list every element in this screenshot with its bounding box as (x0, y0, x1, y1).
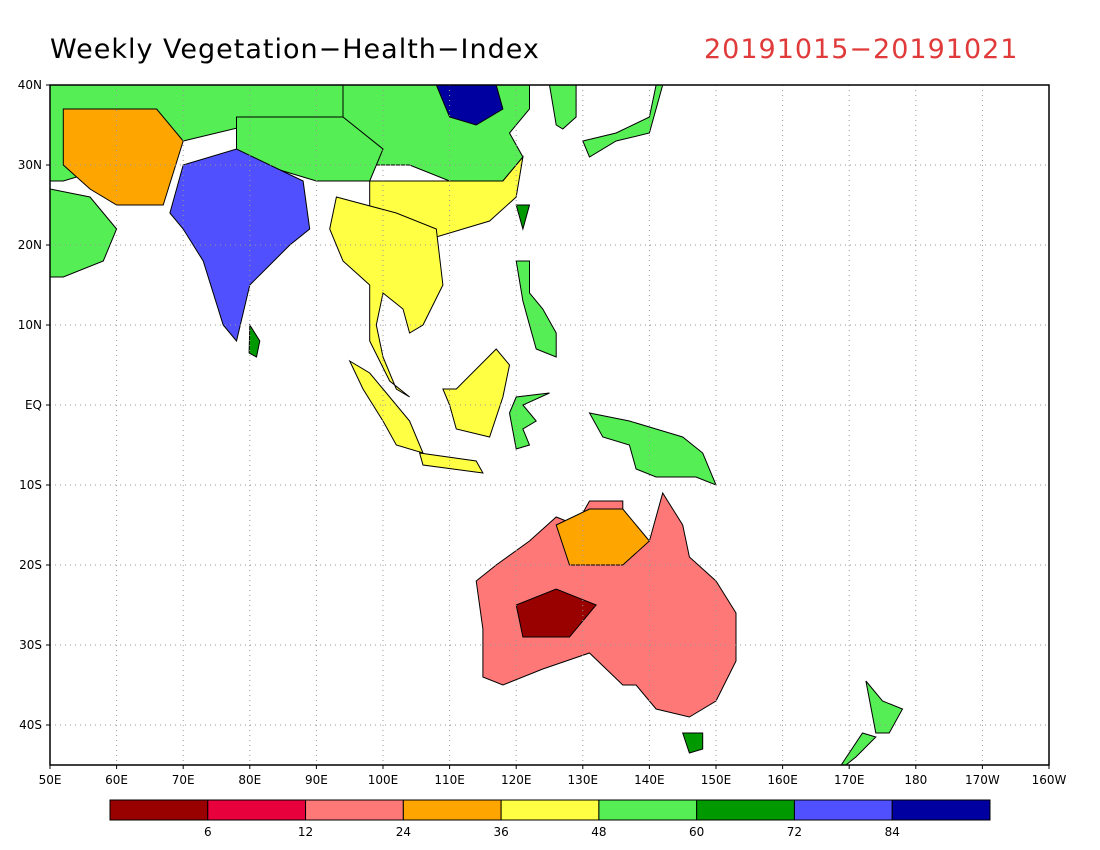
map-frame (49, 84, 1050, 766)
lat-tick-label: 40S (19, 718, 42, 732)
region-new-zealand-north (865, 680, 904, 734)
lon-tick-label: 100E (368, 773, 399, 787)
legend-label: 12 (298, 825, 313, 839)
region-sumatra (348, 359, 424, 454)
region-india (169, 148, 311, 343)
lat-tick-label: EQ (25, 398, 42, 412)
region-new-zealand-south (840, 732, 877, 765)
legend-label: 72 (787, 825, 802, 839)
lat-tick-label: 30S (19, 638, 42, 652)
region-arabia (50, 188, 118, 278)
region-tasmania (682, 732, 704, 754)
land-layer (50, 85, 904, 765)
date-range: 20191015−20191021 (704, 34, 1019, 65)
lon-tick-label: 170E (834, 773, 865, 787)
legend-swatch (696, 799, 795, 821)
region-new-guinea (588, 412, 717, 486)
lat-tick-label: 20S (19, 558, 42, 572)
lon-tick-label: 150E (701, 773, 732, 787)
lat-tick-label: 10N (18, 318, 42, 332)
legend-swatch (402, 799, 502, 821)
region-japan (582, 85, 664, 158)
lon-tick-label: 140E (634, 773, 665, 787)
legend-label: 6 (204, 825, 212, 839)
lat-tick-label: 40N (18, 78, 42, 92)
map-title: Weekly Vegetation−Health−Index (50, 34, 540, 65)
lon-tick-label: 130E (568, 773, 599, 787)
legend-swatch (891, 799, 991, 821)
region-korea (548, 85, 577, 130)
lon-tick-label: 170W (965, 773, 1000, 787)
region-sulawesi (508, 392, 550, 450)
legend-swatch (598, 799, 698, 821)
lat-tick-label: 10S (19, 478, 42, 492)
region-borneo (442, 348, 511, 438)
lon-tick-label: 160W (1032, 773, 1067, 787)
legend-swatch (109, 799, 209, 821)
lat-tick-label: 20N (18, 238, 42, 252)
lon-tick-label: 60E (105, 773, 128, 787)
region-taiwan (515, 204, 531, 231)
legend-label: 84 (885, 825, 900, 839)
lon-tick-label: 110E (434, 773, 465, 787)
legend-swatch (793, 799, 893, 821)
legend-swatch (207, 799, 307, 821)
legend-label: 36 (493, 825, 508, 839)
region-indochina (329, 196, 444, 398)
region-north-china-plain (435, 85, 504, 126)
legend-swatch (500, 799, 600, 821)
region-sri-lanka (248, 323, 261, 358)
legend-label: 60 (689, 825, 704, 839)
lon-tick-label: 90E (305, 773, 328, 787)
legend: 6 12 24 36 48 60 72 84 (109, 799, 991, 839)
lon-tick-label: 80E (238, 773, 261, 787)
legend-label: 48 (591, 825, 606, 839)
legend-label: 24 (396, 825, 411, 839)
lon-tick-label: 70E (172, 773, 195, 787)
lat-tick-label: 30N (18, 158, 42, 172)
lon-tick-label: 180 (904, 773, 927, 787)
grid-lines (50, 85, 1049, 765)
lon-tick-label: 50E (39, 773, 62, 787)
region-java (418, 452, 484, 474)
region-philippines (515, 260, 557, 358)
legend-swatch (305, 799, 404, 821)
region-iran-pakistan (62, 108, 184, 206)
lon-tick-label: 120E (501, 773, 532, 787)
lon-tick-label: 160E (767, 773, 798, 787)
